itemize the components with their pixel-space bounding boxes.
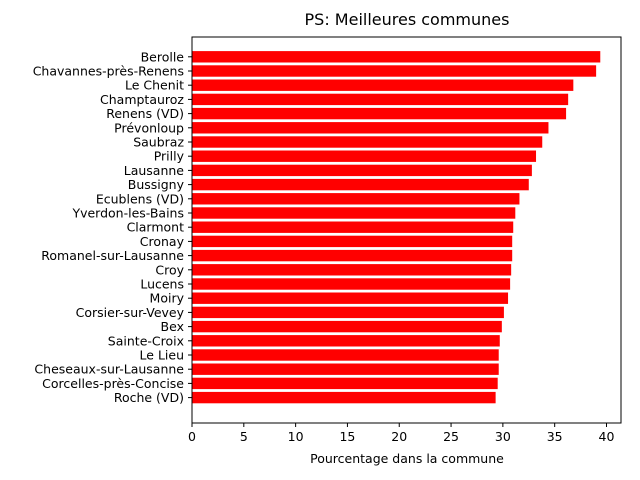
bar bbox=[192, 51, 601, 63]
bar bbox=[192, 93, 569, 106]
y-tick-label: Chavannes-près-Renens bbox=[33, 64, 184, 79]
bar bbox=[192, 292, 509, 304]
bar bbox=[192, 193, 520, 205]
x-tick-label: 20 bbox=[391, 429, 407, 444]
y-tick-label: Croy bbox=[155, 262, 184, 277]
bar bbox=[192, 249, 513, 262]
bar bbox=[192, 335, 500, 347]
x-tick-label: 0 bbox=[188, 429, 196, 444]
x-tick-label: 25 bbox=[443, 429, 459, 444]
y-tick-label: Prilly bbox=[154, 149, 185, 164]
y-tick-label: Cronay bbox=[140, 234, 185, 249]
bar bbox=[192, 264, 512, 276]
y-tick-label: Cheseaux-sur-Lausanne bbox=[34, 362, 184, 377]
bar bbox=[192, 320, 502, 333]
x-tick-label: 35 bbox=[547, 429, 563, 444]
chart-title: PS: Meilleures communes bbox=[305, 10, 510, 29]
x-tick-label: 40 bbox=[599, 429, 615, 444]
y-tick-label: Saubraz bbox=[133, 135, 184, 150]
bar bbox=[192, 377, 498, 390]
y-tick-label: Prévonloup bbox=[114, 120, 184, 135]
y-tick-label: Moiry bbox=[150, 291, 185, 306]
bar bbox=[192, 150, 537, 162]
x-tick-label: 30 bbox=[495, 429, 511, 444]
bar bbox=[192, 235, 513, 248]
bar bbox=[192, 122, 549, 134]
bar bbox=[192, 306, 504, 319]
bar bbox=[192, 391, 496, 404]
bar bbox=[192, 349, 499, 361]
x-axis-ticks: 0 5 10 15 20 25 30 35 40 bbox=[188, 423, 614, 444]
bars-group bbox=[192, 51, 601, 404]
y-tick-label: Bex bbox=[161, 319, 184, 334]
bar bbox=[192, 136, 543, 148]
y-tick-label: Berolle bbox=[141, 49, 185, 64]
bar bbox=[192, 278, 511, 290]
bar bbox=[192, 164, 532, 177]
y-tick-label: Lausanne bbox=[124, 163, 185, 178]
y-tick-label: Ecublens (VD) bbox=[96, 191, 184, 206]
bar bbox=[192, 207, 516, 219]
y-tick-label: Champtauroz bbox=[100, 92, 184, 107]
y-tick-label: Clarmont bbox=[127, 220, 185, 235]
bar bbox=[192, 363, 499, 375]
x-axis-label: Pourcentage dans la commune bbox=[310, 451, 504, 466]
y-tick-label: Corcelles-près-Concise bbox=[42, 376, 184, 391]
bar bbox=[192, 79, 574, 91]
y-tick-label: Le Chenit bbox=[125, 78, 184, 93]
y-tick-label: Roche (VD) bbox=[114, 390, 184, 405]
bar bbox=[192, 178, 529, 191]
x-tick-label: 10 bbox=[288, 429, 304, 444]
y-tick-label: Yverdon-les-Bains bbox=[71, 206, 184, 221]
x-tick-label: 15 bbox=[339, 429, 355, 444]
bar bbox=[192, 221, 514, 233]
y-tick-label: Corsier-sur-Vevey bbox=[76, 305, 185, 320]
y-tick-label: Bussigny bbox=[128, 177, 185, 192]
bar bbox=[192, 65, 597, 77]
bar bbox=[192, 107, 567, 120]
y-tick-label: Le Lieu bbox=[140, 348, 184, 363]
x-tick-label: 5 bbox=[240, 429, 248, 444]
y-tick-label: Lucens bbox=[140, 277, 184, 292]
plot-frame bbox=[191, 36, 622, 424]
y-tick-label: Sainte-Croix bbox=[108, 333, 184, 348]
y-tick-label: Renens (VD) bbox=[106, 106, 184, 121]
y-tick-label: Romanel-sur-Lausanne bbox=[41, 248, 184, 263]
